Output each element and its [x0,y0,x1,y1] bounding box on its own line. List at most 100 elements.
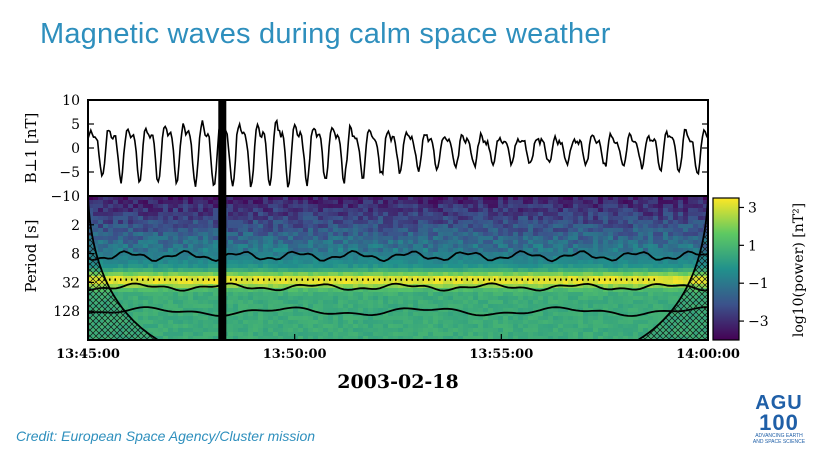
spectrum-cell [413,256,419,261]
spectrum-cell [398,208,404,213]
time-tick-label: 13:50:00 [263,347,327,362]
spectrum-cell [468,208,474,213]
spectrum-cell [353,316,359,321]
spectrum-cell [563,280,569,285]
spectrum-cell [488,256,494,261]
spectrum-cell [203,316,209,321]
spectrum-cell [303,328,309,333]
spectrum-cell [598,280,604,285]
spectrum-cell [243,248,249,253]
spectrum-cell [228,276,234,281]
spectrum-cell [333,308,339,313]
spectrum-cell [113,268,119,273]
spectrum-cell [603,212,609,217]
spectrum-cell [488,220,494,225]
spectrum-cell [553,336,559,340]
spectrum-cell [308,320,314,325]
spectrum-cell [698,196,704,201]
spectrum-cell [498,240,504,245]
spectrum-cell [143,320,149,325]
spectrum-cell [153,320,159,325]
spectrum-cell [563,232,569,237]
spectrum-cell [368,220,374,225]
spectrum-cell [473,200,479,205]
spectrum-cell [153,248,159,253]
spectrum-cell [583,224,589,229]
spectrum-cell [298,236,304,241]
spectrum-cell [188,200,194,205]
spectrum-cell [263,276,269,281]
spectrum-cell [183,328,189,333]
spectrum-cell [173,308,179,313]
spectrum-cell [608,264,614,269]
spectrum-cell [608,260,614,265]
spectrum-cell [298,260,304,265]
spectrum-cell [448,280,454,285]
spectrum-cell [258,280,264,285]
spectrum-cell [493,288,499,293]
spectrum-cell [153,216,159,221]
spectrum-cell [173,320,179,325]
spectrum-cell [428,264,434,269]
spectrum-cell [358,200,364,205]
spectrum-cell [273,304,279,309]
spectrum-cell [393,224,399,229]
spectrum-cell [433,320,439,325]
spectrum-cell [238,276,244,281]
spectrum-cell [558,248,564,253]
spectrum-cell [258,204,264,209]
spectrum-cell [338,292,344,297]
spectrum-cell [248,316,254,321]
spectrum-cell [113,252,119,257]
spectrum-cell [318,276,324,281]
spectrum-cell [423,276,429,281]
spectrum-cell [623,284,629,289]
spectrum-cell [138,260,144,265]
spectrum-cell [478,280,484,285]
spectrum-cell [123,260,129,265]
spectrum-cell [518,272,524,277]
spectrum-cell [233,272,239,277]
spectrum-cell [458,272,464,277]
spectrum-cell [273,252,279,257]
spectrum-cell [638,280,644,285]
spectrum-cell [323,220,329,225]
spectrum-cell [628,232,634,237]
spectrum-cell [423,228,429,233]
spectrum-cell [338,300,344,305]
spectrum-cell [628,336,634,340]
spectrum-cell [363,276,369,281]
spectrum-cell [683,200,689,205]
spectrum-cell [228,324,234,329]
spectrum-cell [243,240,249,245]
spectrum-cell [673,240,679,245]
spectrum-cell [453,256,459,261]
spectrum-cell [608,296,614,301]
spectrum-cell [188,232,194,237]
spectrum-cell [243,300,249,305]
spectrum-cell [358,336,364,340]
spectrum-cell [128,272,134,277]
spectrum-cell [608,268,614,273]
spectrum-cell [518,280,524,285]
spectrum-cell [428,200,434,205]
spectrum-cell [308,304,314,309]
spectrum-cell [228,232,234,237]
spectrum-cell [303,292,309,297]
spectrum-cell [258,264,264,269]
spectrum-cell [638,248,644,253]
spectrum-cell [293,248,299,253]
spectrum-cell [313,304,319,309]
spectrum-cell [143,292,149,297]
spectrum-cell [413,268,419,273]
spectrum-cell [188,236,194,241]
spectrum-cell [358,232,364,237]
spectrum-cell [323,324,329,329]
spectrum-cell [533,268,539,273]
spectrum-cell [108,204,114,209]
spectrum-cell [243,332,249,337]
spectrum-cell [133,248,139,253]
b-field-axis-label: B⊥1 [nT] [22,113,40,184]
spectrum-cell [178,196,184,201]
spectrum-cell [613,308,619,313]
